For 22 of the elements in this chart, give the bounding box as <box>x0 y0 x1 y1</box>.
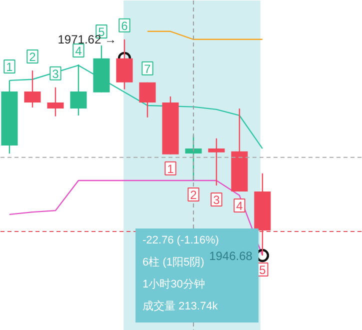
annotation: 3 <box>213 192 220 207</box>
text: 1小时30分钟 <box>142 278 205 290</box>
annotation: 2 <box>190 188 198 202</box>
annotation: 1 <box>167 162 174 176</box>
annotation: 1 <box>6 60 14 74</box>
candlestick <box>24 70 41 108</box>
annotation: 1946.68 <box>209 249 253 264</box>
candlestick <box>208 138 225 186</box>
candlestick <box>47 86 64 117</box>
candlestick <box>139 82 156 118</box>
text: 6 <box>121 18 128 33</box>
annotation: -22.76 (-1.16%) <box>142 234 219 246</box>
text: 6柱 (1阳5阴) <box>142 256 204 268</box>
text: 5 <box>259 263 266 278</box>
candlestick <box>70 64 87 116</box>
annotation: 4 <box>75 44 82 58</box>
text: 成交量 213.74k <box>142 300 218 312</box>
annotation: 7 <box>144 62 152 76</box>
candlestick <box>116 38 133 90</box>
annotation: 2 <box>29 50 36 64</box>
annotation: 3 <box>52 66 60 81</box>
annotation: 4 <box>236 199 244 214</box>
